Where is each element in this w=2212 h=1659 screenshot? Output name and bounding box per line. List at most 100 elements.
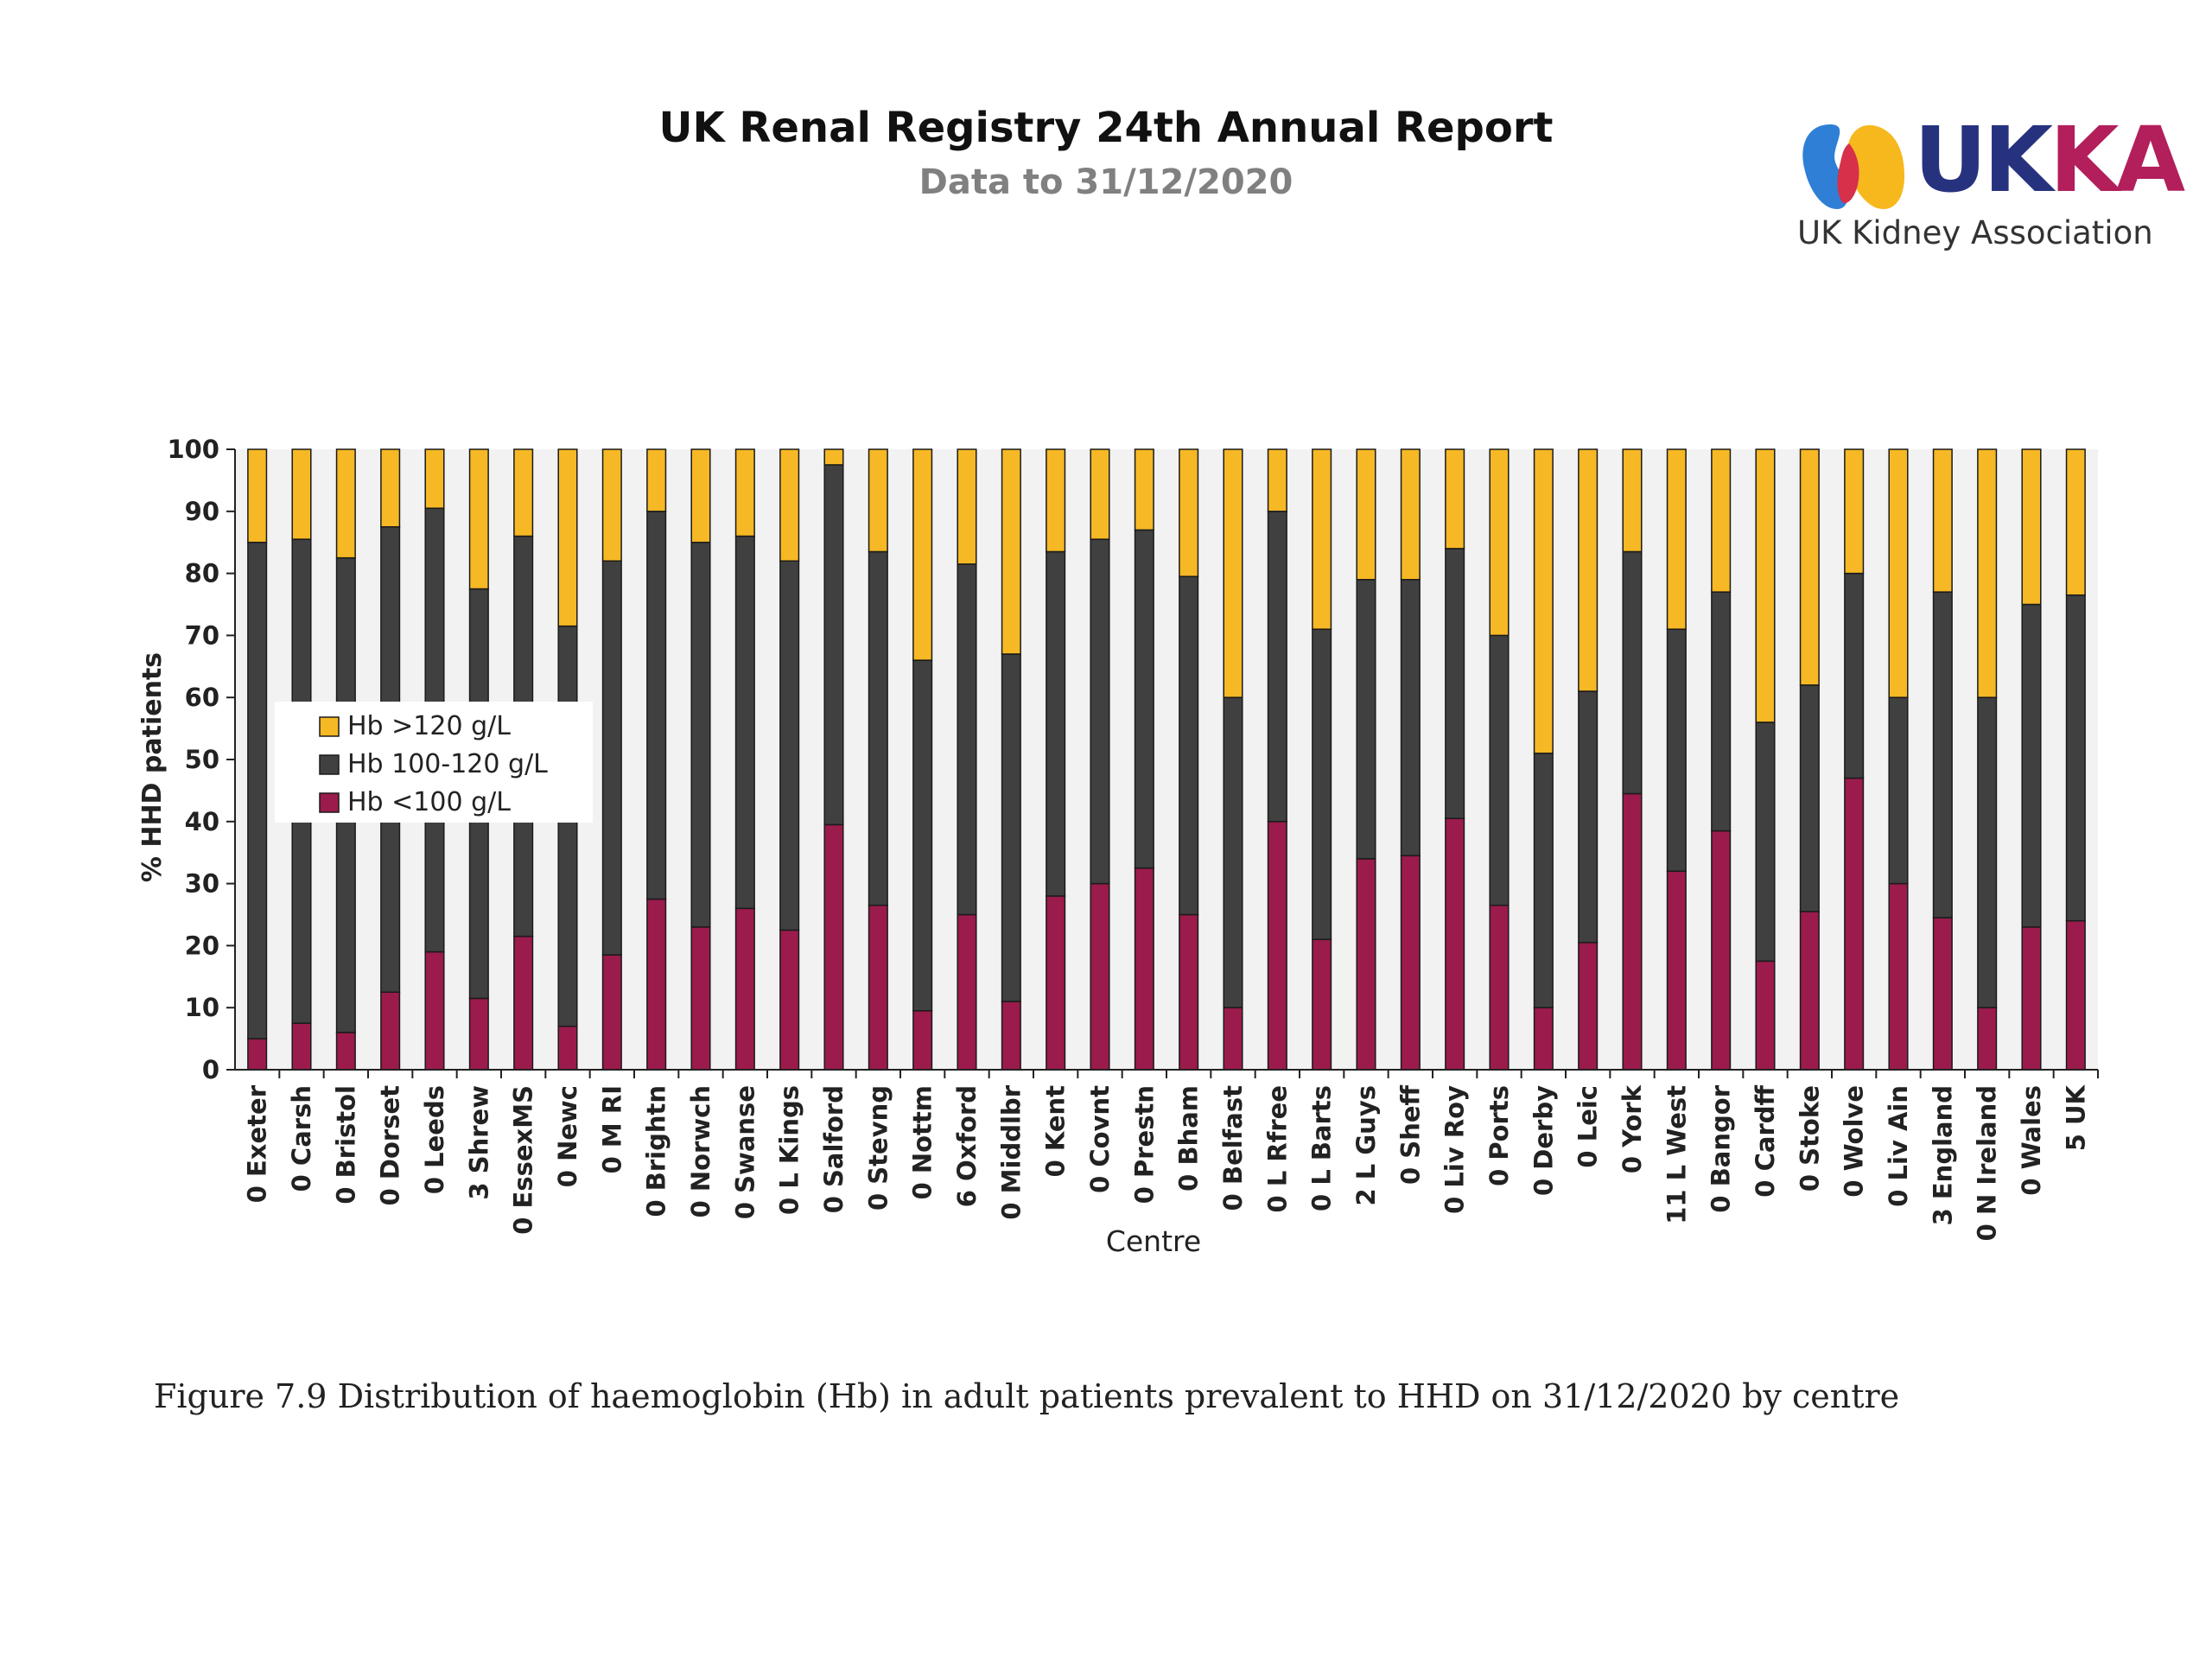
x-tick-label: 3 Shrew [464,1085,493,1200]
bar-segment-low [380,991,401,1071]
x-tick-label: 0 Derby [1529,1085,1558,1196]
y-tick-label: 80 [185,559,219,588]
bar-segment-low [424,950,445,1071]
x-tick-label: 0 Carsh [287,1085,316,1192]
x-tick-label: 5 UK [2061,1084,2090,1151]
bar-segment-low [1844,777,1865,1071]
bar-segment-low [601,954,622,1071]
bar-segment-high [1312,448,1332,630]
bar-segment-high [424,448,445,509]
x-tick-label: 0 Wolve [1840,1085,1869,1198]
bar-segment-mid [1755,721,1776,963]
bar-segment-low [1134,867,1154,1071]
bar-segment-high [468,448,489,590]
bar-segment-mid [868,550,888,906]
x-tick-label: 0 Exeter [243,1084,272,1203]
report-subtitle: Data to 31/12/2020 [918,162,1294,202]
bar-segment-low [1179,913,1199,1071]
bar-segment-high [1844,448,1865,575]
x-tick-label: 0 Liv Roy [1440,1085,1470,1214]
bar-segment-mid [1888,696,1909,885]
bar-segment-mid [1977,696,1998,1008]
bar-segment-low [1977,1007,1998,1071]
bar-segment-low [513,935,534,1071]
y-tick-label: 90 [185,497,219,526]
bar-segment-mid [1489,634,1510,906]
bar-segment-high [690,448,711,543]
ukka-logo-wordmark: UKKA [1914,107,2185,213]
bar-segment-high [1578,448,1599,692]
bar-segment-low [247,1038,268,1071]
bar-segment-mid [1711,591,1732,832]
y-tick-label: 70 [185,620,219,650]
bar-segment-mid [1844,572,1865,779]
bar-segment-high [1400,448,1421,581]
x-tick-label: 0 Dorset [376,1085,405,1206]
bar-segment-high [1622,448,1643,553]
bar-segment-low [1533,1007,1554,1071]
bar-segment-mid [1799,684,1820,912]
bar-segment-low [912,1010,933,1071]
bar-segment-low [557,1025,578,1071]
x-tick-label: 3 England [1928,1085,1957,1225]
bar-segment-high [1977,448,1998,698]
legend: Hb >120 g/L Hb 100-120 g/L Hb <100 g/L [275,702,593,823]
y-tick-label: 10 [185,993,219,1022]
bar-segment-high [1090,448,1110,540]
bar-segment-mid [1445,548,1465,819]
x-tick-label: 0 Swanse [730,1085,760,1219]
x-tick-label: 0 Cardff [1751,1085,1780,1198]
y-axis-label: % HHD patients [137,652,168,882]
bar-segment-low [1223,1007,1243,1071]
bar-segment-mid [1179,575,1199,916]
bar-segment-mid [601,560,622,956]
x-tick-label: 0 Sheff [1395,1084,1425,1184]
ukka-logo: UKKA UK Kidney Association [1797,107,2185,259]
bar-segment-high [380,448,401,528]
bar-segment-high [1533,448,1554,754]
x-tick-label: 0 Bham [1174,1085,1204,1192]
legend-swatch [319,792,340,813]
bar-segment-high [957,448,977,565]
bar-segment-mid [823,464,844,826]
y-tick-label: 0 [202,1055,219,1084]
stacked-bar-chart: 0 10 20 30 40 50 60 70 80 90 100 0 Exeter 0 Carsh 0 B… [137,435,2099,1258]
x-tick-label: 0 Middlbr [996,1084,1026,1219]
x-tick-label: 0 Liv Ain [1884,1085,1913,1207]
bar-segment-mid [1223,696,1243,1008]
y-tick-label: 30 [185,869,219,899]
legend-label: Hb >120 g/L [347,711,511,741]
bar-segment-high [1134,448,1154,531]
y-tick-label: 20 [185,931,219,960]
bar-segment-low [690,926,711,1071]
bar-segment-high [912,448,933,661]
x-tick-label: 0 Wales [2017,1085,2046,1196]
x-tick-label: 0 Newc [553,1085,582,1187]
bar-segment-mid [1134,529,1154,869]
bar-segment-mid [646,511,667,900]
bar-segment-low [1932,917,1953,1071]
x-tick-label: 11 L West [1662,1085,1691,1224]
x-tick-label: 0 Kent [1041,1085,1071,1178]
bar-segment-high [868,448,888,553]
bar-segment-low [2065,919,2086,1071]
x-tick-label: 0 L Kings [775,1085,804,1215]
bar-segment-low [734,907,755,1071]
bar-segment-low [1799,911,1820,1071]
bar-segment-mid [1356,579,1376,860]
x-tick-label: 0 York [1618,1084,1647,1173]
bar-segment-mid [2065,594,2086,922]
axes-group: 0 10 20 30 40 50 60 70 80 90 100 0 Exeter 0 Carsh 0 B… [167,435,2099,1241]
bar-segment-low [779,929,800,1071]
bar-segment-low [1001,1001,1021,1071]
bar-segment-high [1046,448,1066,553]
bar-segment-high [823,448,844,466]
bar-segment-mid [1267,511,1287,823]
bar-segment-mid [1400,579,1421,857]
legend-label: Hb 100-120 g/L [347,749,548,779]
x-tick-label: 0 Nottm [908,1085,938,1199]
bar-segment-low [957,913,977,1071]
bar-segment-mid [557,625,578,1027]
bar-segment-low [2021,926,2042,1071]
bar-segment-low [1090,882,1110,1071]
